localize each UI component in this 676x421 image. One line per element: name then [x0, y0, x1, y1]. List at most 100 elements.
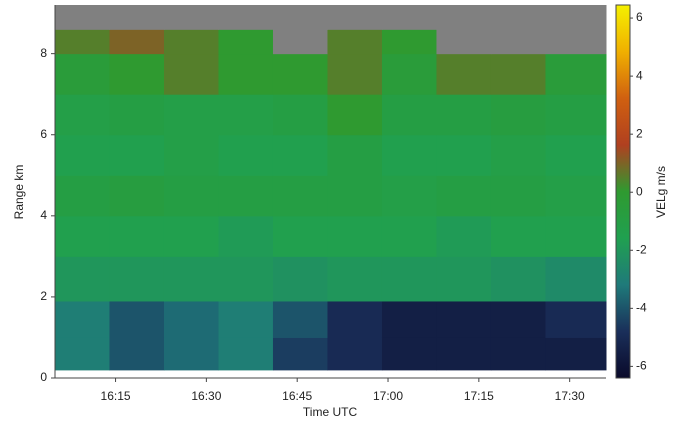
heatmap-cell	[218, 94, 274, 136]
heatmap-cell	[55, 215, 110, 257]
heatmap-cell	[109, 337, 165, 371]
x-axis-label: Time UTC	[303, 405, 358, 419]
heatmap-cell	[163, 94, 219, 136]
no-data-cell	[109, 5, 165, 30]
y-tick-label: 2	[40, 289, 47, 303]
heatmap-cell	[163, 29, 219, 55]
heatmap-cell	[109, 134, 165, 176]
colorbar-tick-label: 4	[636, 68, 643, 82]
heatmap-cell	[381, 175, 437, 217]
heatmap-cell	[545, 337, 607, 371]
heatmap-cell	[109, 256, 165, 302]
heatmap-cell	[218, 29, 274, 55]
heatmap-cell	[490, 175, 546, 217]
heatmap-cell	[272, 256, 328, 302]
colorbar-tick-label: 0	[636, 184, 643, 198]
y-tick-label: 0	[40, 370, 47, 384]
x-tick-label: 16:15	[101, 389, 131, 403]
no-data-cell	[218, 5, 274, 30]
heatmap-cell	[327, 53, 383, 95]
colorbar-tick-label: -6	[636, 359, 647, 373]
no-data-cell	[272, 29, 328, 55]
heatmap-cell	[55, 53, 110, 95]
colorbar-tick-label: 2	[636, 126, 643, 140]
heatmap-cell	[545, 256, 607, 302]
heatmap-cell	[490, 94, 546, 136]
heatmap-cell	[109, 300, 165, 338]
heatmap-cell	[327, 175, 383, 217]
heatmap-cell	[545, 215, 607, 257]
no-data-cell	[490, 29, 546, 55]
y-tick-label: 4	[40, 208, 47, 222]
heatmap-cell	[55, 29, 110, 55]
no-data-cell	[381, 5, 437, 30]
heatmap-cell	[55, 337, 110, 371]
heatmap-cell	[381, 94, 437, 136]
heatmap-cell	[490, 134, 546, 176]
heatmap-cell	[490, 215, 546, 257]
heatmap-cell	[436, 94, 492, 136]
heatmap-cell	[327, 300, 383, 338]
x-tick-label: 17:00	[373, 389, 403, 403]
colorbar-label: VELg m/s	[654, 166, 668, 218]
no-data-cell	[436, 5, 492, 30]
colorbar-tick-label: -2	[636, 242, 647, 256]
heatmap-cell	[381, 134, 437, 176]
heatmap-cell	[109, 94, 165, 136]
heatmap-cell	[218, 256, 274, 302]
heatmap-cell	[272, 300, 328, 338]
heatmap-cell	[55, 175, 110, 217]
heatmap-cell	[163, 215, 219, 257]
heatmap-cell	[327, 337, 383, 371]
heatmap-cell	[490, 300, 546, 338]
no-data-cell	[327, 5, 383, 30]
heatmap-cell	[55, 300, 110, 338]
heatmap-cell	[327, 134, 383, 176]
heatmap-cell	[218, 337, 274, 371]
heatmap-cell	[218, 300, 274, 338]
heatmap-cell	[218, 134, 274, 176]
heatmap-cell	[436, 134, 492, 176]
heatmap-cell	[545, 53, 607, 95]
heatmap-cell	[436, 175, 492, 217]
heatmap-cell	[327, 215, 383, 257]
x-tick-label: 17:15	[464, 389, 494, 403]
heatmap-cell	[163, 256, 219, 302]
heatmap-cell	[490, 337, 546, 371]
no-data-cell	[545, 29, 607, 55]
heatmap-cell	[55, 134, 110, 176]
heatmap-cell	[55, 94, 110, 136]
heatmap-cell	[381, 29, 437, 55]
heatmap-cell	[109, 29, 165, 55]
x-tick-label: 16:45	[282, 389, 312, 403]
heatmap-cell	[163, 300, 219, 338]
colorbar-tick-label: -4	[636, 301, 647, 315]
heatmap-cell	[436, 256, 492, 302]
no-data-cell	[163, 5, 219, 30]
heatmap-cell	[436, 337, 492, 371]
heatmap-cell	[436, 300, 492, 338]
x-tick-label: 16:30	[191, 389, 221, 403]
heatmap-cell	[163, 134, 219, 176]
heatmap-cell	[545, 94, 607, 136]
heatmap-cell	[327, 256, 383, 302]
heatmap-cell	[381, 300, 437, 338]
heatmap-cell	[218, 53, 274, 95]
heatmap-cell	[381, 337, 437, 371]
y-tick-label: 6	[40, 127, 47, 141]
no-data-cell	[55, 5, 110, 30]
heatmap-cell	[327, 94, 383, 136]
heatmap-cell	[381, 53, 437, 95]
no-data-cell	[545, 5, 607, 30]
heatmap-cell	[272, 175, 328, 217]
heatmap-cell	[272, 94, 328, 136]
heatmap-cell	[436, 53, 492, 95]
heatmap-cell	[272, 134, 328, 176]
y-tick-label: 8	[40, 46, 47, 60]
colorbar	[615, 4, 631, 379]
heatmap-cell	[545, 134, 607, 176]
no-data-cell	[490, 5, 546, 30]
x-tick-label: 17:30	[555, 389, 585, 403]
colorbar-tick-label: 6	[636, 10, 643, 24]
